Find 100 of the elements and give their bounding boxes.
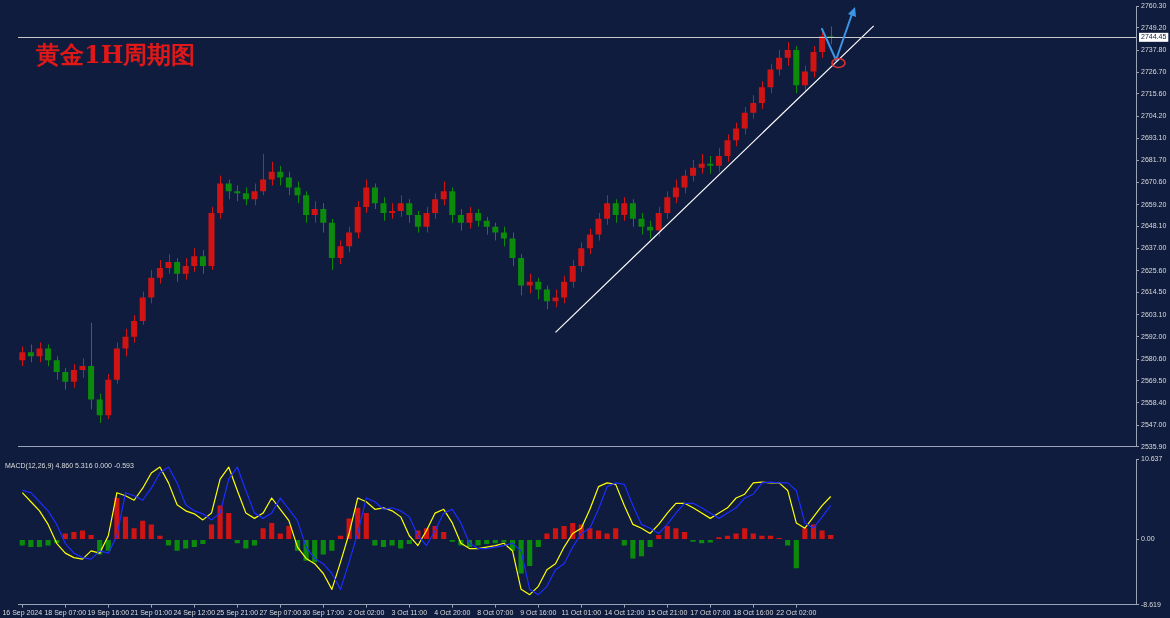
bar [552, 528, 559, 540]
candlestick [285, 171, 292, 196]
bar [62, 533, 68, 540]
candlestick [380, 196, 387, 222]
candlestick [655, 206, 662, 238]
candlestick [578, 241, 585, 273]
candlestick [767, 63, 774, 94]
candlestick [543, 285, 550, 310]
candlestick [199, 249, 206, 275]
bar [673, 528, 679, 540]
bar [527, 540, 533, 566]
text: 黄金1H周期图 [35, 40, 196, 70]
candlestick [724, 133, 731, 163]
bar [226, 513, 232, 540]
bar [613, 528, 619, 540]
candlestick [586, 228, 593, 255]
bar [819, 530, 825, 540]
candlestick [191, 247, 198, 273]
bar [828, 534, 834, 540]
candlestick [346, 226, 353, 253]
candlestick [776, 49, 783, 77]
candlestick [595, 212, 602, 241]
bar [544, 533, 550, 540]
bar [398, 540, 404, 549]
bar [183, 540, 189, 549]
bar [595, 530, 602, 540]
candlestick [311, 200, 318, 224]
candlestick [19, 345, 26, 367]
bar [131, 528, 137, 540]
bar [587, 528, 593, 540]
candlestick [260, 153, 267, 196]
candlestick [139, 290, 146, 326]
candlestick [337, 239, 344, 265]
bar [380, 540, 387, 548]
candlestick [131, 314, 138, 344]
candlestick [45, 344, 52, 367]
bar [681, 531, 688, 540]
candlestick [629, 198, 636, 228]
candlestick [784, 41, 791, 67]
candlestick [148, 269, 155, 304]
bar [742, 528, 748, 540]
candlestick [36, 342, 43, 363]
candlestick [406, 198, 413, 224]
candlestick [303, 190, 310, 224]
bar [36, 540, 43, 548]
bar [604, 533, 610, 540]
candlestick [423, 206, 430, 234]
candlestick [526, 273, 533, 294]
bar [638, 540, 645, 557]
candlestick [182, 257, 189, 281]
candlestick [277, 165, 284, 186]
bar [484, 540, 490, 545]
candlestick [432, 192, 439, 220]
bar [88, 534, 94, 540]
candlestick [509, 232, 516, 267]
candlestick [320, 202, 327, 234]
bar [630, 540, 636, 559]
bar [785, 540, 791, 546]
candlestick [810, 45, 817, 78]
bar [664, 525, 670, 540]
candlestick [70, 363, 77, 389]
bar [501, 540, 507, 543]
candlestick [174, 257, 181, 283]
bar [621, 540, 627, 546]
candlestick [698, 153, 705, 175]
bar [148, 524, 154, 540]
bar [140, 520, 146, 540]
candlestick [664, 190, 671, 220]
candlestick [268, 161, 275, 186]
bar [71, 531, 77, 540]
candlestick [561, 275, 568, 304]
bar [286, 525, 292, 540]
bar [200, 540, 206, 545]
candlestick [535, 277, 542, 300]
candlestick [621, 196, 628, 222]
candlestick [750, 94, 757, 120]
candlestick [414, 210, 421, 234]
bar [363, 513, 369, 540]
candlestick [715, 147, 722, 173]
candlestick [96, 393, 103, 424]
bar [208, 524, 215, 540]
candlestick [638, 212, 645, 236]
bar [389, 540, 395, 546]
bar [269, 522, 275, 540]
bar [251, 540, 258, 546]
candlestick [733, 122, 740, 147]
bar [733, 533, 739, 540]
candlestick [449, 186, 456, 224]
candlestick [363, 179, 370, 214]
candlestick [156, 259, 163, 285]
bar [475, 540, 481, 546]
candlestick [457, 208, 464, 232]
bar [191, 540, 197, 548]
candlestick [294, 181, 301, 204]
bar [647, 540, 653, 548]
candlestick [122, 328, 129, 357]
bar [320, 540, 326, 555]
candlestick [741, 106, 748, 135]
candlestick [53, 355, 60, 381]
candlestick [371, 183, 378, 210]
